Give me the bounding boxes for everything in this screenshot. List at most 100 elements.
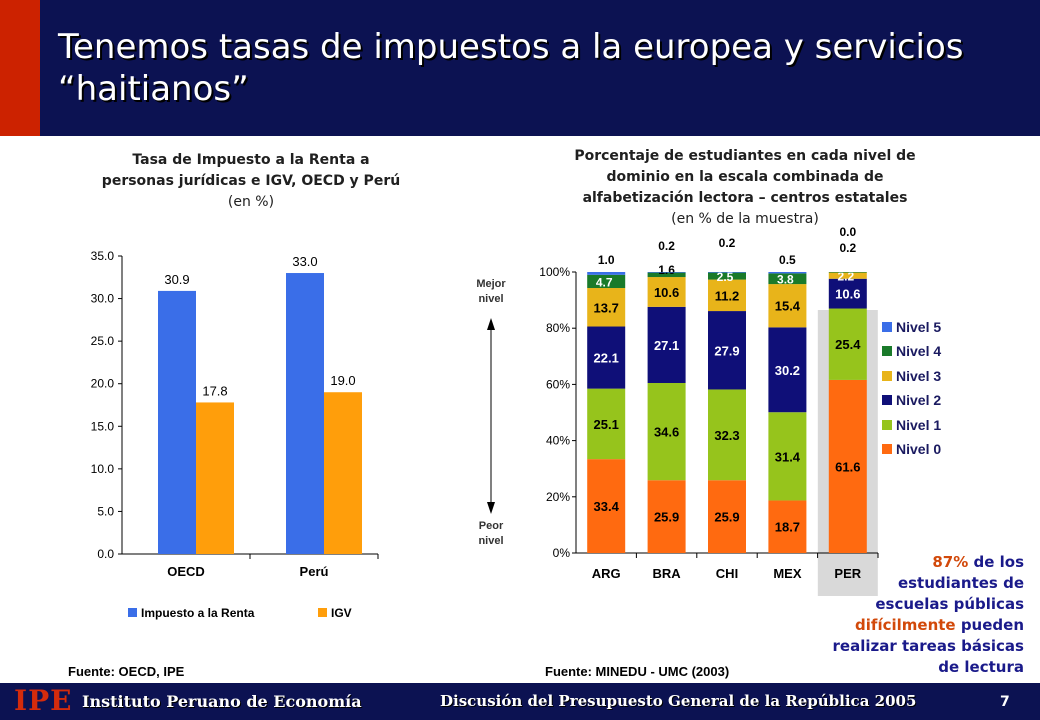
segment-value-label: 25.9 — [714, 510, 739, 525]
segment-value-label: 3.8 — [777, 273, 794, 287]
legend-label: Nivel 5 — [896, 319, 941, 335]
stack-segment-nivel-3 — [708, 279, 746, 312]
arrow-bottom-label-line2: nivel — [478, 535, 503, 547]
callout-line-3: escuelas públicas — [875, 595, 1024, 613]
stack-segment-nivel-3 — [587, 288, 626, 327]
legend-swatch — [882, 420, 892, 430]
callout-percentage: 87% — [932, 553, 969, 571]
callout-line-1-rest: de los — [968, 553, 1024, 571]
x-category-label: BRA — [653, 566, 682, 581]
callout-line-5: realizar tareas básicas — [832, 637, 1024, 655]
footer-bar — [0, 683, 1040, 720]
y-tick-label: 40% — [546, 434, 570, 448]
stack-segment-nivel-0 — [647, 480, 686, 553]
stack-segment-nivel-2 — [647, 306, 686, 383]
page-number: 7 — [1000, 694, 1010, 710]
segment-value-label: 11.2 — [715, 288, 740, 303]
legend-label: Nivel 0 — [896, 441, 941, 457]
segment-value-label: 34.6 — [654, 425, 679, 440]
segment-value-label: 25.1 — [594, 417, 619, 432]
segment-value-label: 0.2 — [839, 241, 856, 255]
segment-value-label: 0.5 — [779, 253, 796, 267]
arrow-up-head — [487, 318, 495, 330]
y-tick-label: 25.0 — [91, 334, 115, 348]
y-tick-label: 20% — [546, 490, 570, 504]
legend-label: IGV — [331, 606, 352, 620]
stack-segment-nivel-4 — [647, 272, 686, 278]
stack-segment-nivel-0 — [587, 459, 626, 553]
segment-value-label: 15.4 — [775, 299, 801, 314]
stack-segment-nivel-3 — [828, 272, 867, 279]
title-accent-bar — [0, 0, 40, 136]
legend-swatch — [882, 371, 892, 381]
title-banner — [0, 0, 1040, 136]
callout-line-1: 87% de los — [804, 552, 1024, 573]
y-tick-label: 35.0 — [91, 249, 115, 263]
bar-igv — [196, 402, 234, 554]
legend-label: Nivel 1 — [896, 417, 941, 433]
right-chart-unit: (en % de la muestra) — [671, 211, 819, 227]
segment-value-label: 27.1 — [654, 338, 679, 353]
legend-label: Impuesto a la Renta — [141, 606, 255, 620]
segment-value-label: 0.2 — [658, 239, 675, 253]
arrow-top-label-line2: nivel — [478, 293, 503, 305]
stack-segment-nivel-4 — [708, 272, 746, 280]
legend-label: Nivel 2 — [896, 392, 941, 408]
left-chart-source: Fuente: OECD, IPE — [68, 664, 185, 679]
footer-discussion: Discusión del Presupuesto General de la … — [440, 692, 917, 710]
stack-segment-nivel-0 — [708, 480, 746, 553]
bar-renta — [286, 273, 324, 554]
legend-swatch — [882, 444, 892, 454]
bar-igv — [324, 392, 362, 554]
arrow-down-head — [487, 502, 495, 514]
left-chart-title: Tasa de Impuesto a la Renta a personas j… — [96, 150, 406, 213]
y-tick-label: 30.0 — [91, 292, 115, 306]
y-tick-label: 20.0 — [91, 377, 115, 391]
bar-value-label: 30.9 — [164, 272, 189, 287]
x-category-label: OECD — [167, 564, 205, 579]
stack-segment-nivel-2 — [768, 327, 807, 413]
callout-line-6: de lectura — [938, 658, 1024, 676]
stack-segment-nivel-2 — [708, 311, 746, 390]
legend-swatch — [128, 608, 137, 617]
stack-segment-nivel-4 — [828, 272, 867, 273]
segment-value-label: 61.6 — [835, 459, 860, 474]
segment-value-label: 30.2 — [775, 363, 800, 378]
segment-value-label: 27.9 — [714, 343, 739, 358]
stack-segment-nivel-4 — [768, 273, 807, 285]
legend-swatch — [882, 395, 892, 405]
y-tick-label: 60% — [546, 377, 570, 391]
y-tick-label: 100% — [539, 265, 570, 279]
right-chart-source: Fuente: MINEDU - UMC (2003) — [545, 664, 730, 679]
bar-value-label: 19.0 — [330, 373, 355, 388]
bar-value-label: 33.0 — [292, 254, 317, 269]
segment-value-label: 2.2 — [837, 270, 854, 284]
legend-label: Nivel 3 — [896, 368, 941, 384]
bar-renta — [158, 290, 196, 554]
y-tick-label: 0% — [553, 546, 571, 560]
segment-value-label: 1.0 — [598, 253, 615, 267]
stack-segment-nivel-1 — [828, 308, 867, 380]
x-category-label: MEX — [773, 566, 802, 581]
segment-value-label: 32.3 — [714, 428, 739, 443]
segment-value-label: 18.7 — [775, 520, 800, 535]
segment-value-label: 10.6 — [835, 287, 860, 302]
stack-segment-nivel-3 — [768, 284, 807, 328]
segment-value-label: 2.5 — [717, 270, 734, 284]
segment-value-label: 31.4 — [775, 449, 801, 464]
stack-segment-nivel-5 — [708, 272, 746, 273]
stack-segment-nivel-3 — [647, 277, 686, 307]
x-category-label: CHI — [716, 566, 738, 581]
stack-segment-nivel-0 — [828, 379, 867, 553]
callout-line-4-rest: pueden — [955, 616, 1024, 634]
callout-text: 87% de los estudiantes de escuelas públi… — [804, 552, 1024, 678]
stack-segment-nivel-2 — [828, 278, 867, 309]
y-tick-label: 10.0 — [91, 462, 115, 476]
segment-value-label: 10.6 — [654, 285, 679, 300]
segment-value-label: 33.4 — [594, 499, 620, 514]
segment-value-label: 4.7 — [596, 275, 613, 289]
y-tick-label: 80% — [546, 321, 570, 335]
callout-highlight: difícilmente — [855, 616, 956, 634]
